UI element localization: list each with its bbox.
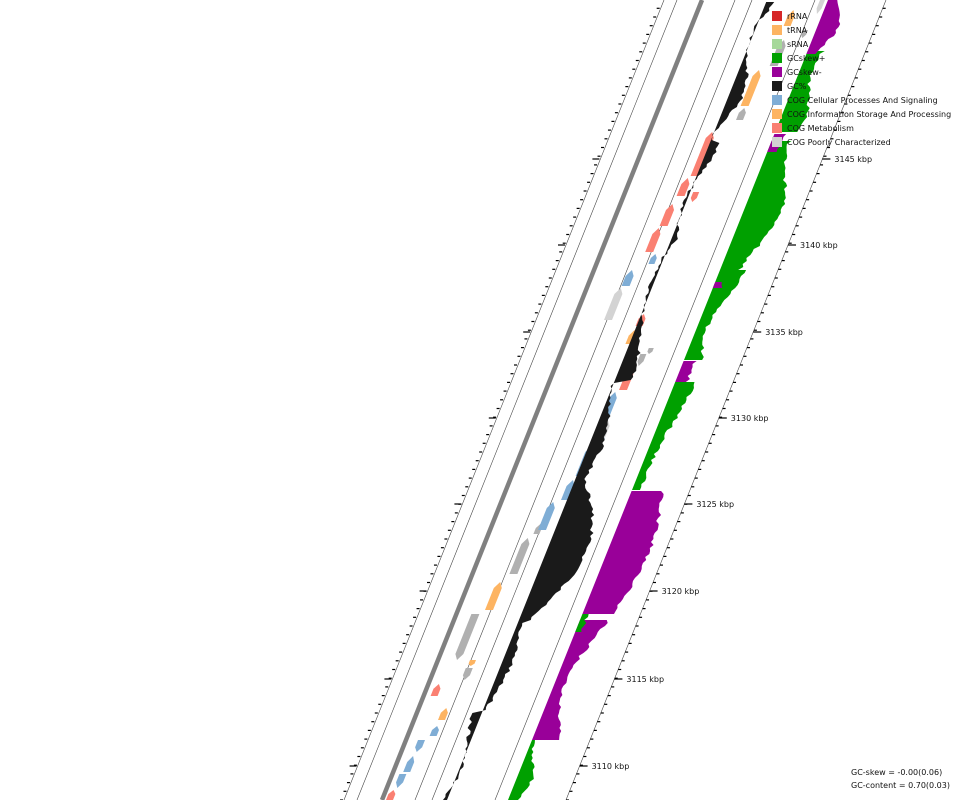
- gene-arrow: [386, 790, 396, 800]
- gc-content-stat: GC-content = 0.70(0.03): [851, 781, 950, 790]
- gene-arrow: [438, 708, 448, 720]
- gc-skew-track: [508, 0, 841, 800]
- legend-swatch: [772, 53, 782, 63]
- gene-arrow: [816, 0, 825, 14]
- legend-label: COG Cellular Processes And Signaling: [787, 95, 938, 105]
- legend-label: GC%: [787, 81, 807, 91]
- ring-guide-line: [356, 0, 678, 800]
- gene-arrow: [690, 192, 700, 202]
- legend-swatch: [772, 123, 782, 133]
- gc-skew-negative-area: [675, 361, 697, 382]
- gc-skew-negative-area: [532, 620, 608, 740]
- legend-item: GC%: [772, 79, 951, 93]
- legend: rRNA tRNA sRNA GCskew+ GCskew- GC% COG Cellula…: [772, 9, 951, 149]
- legend-item: COG Poorly Characterized: [772, 135, 951, 149]
- legend-label: tRNA: [787, 25, 808, 35]
- legend-label: rRNA: [787, 11, 808, 21]
- gc-skew-stat: GC-skew = -0.00(0.06): [851, 768, 943, 777]
- gene-arrow: [690, 132, 714, 176]
- legend-item: COG Information Storage And Processing: [772, 107, 951, 121]
- gene-arrow: [647, 348, 654, 354]
- gene-arrow: [430, 684, 441, 696]
- gene-arrow: [429, 726, 439, 736]
- legend-label: GCskew+: [787, 53, 826, 63]
- axis-tick-label: 3130 kbp: [731, 414, 769, 423]
- gc-skew-positive-area: [684, 270, 747, 360]
- gene-track: [386, 0, 825, 800]
- gc-skew-positive-area: [775, 51, 825, 132]
- axis-tick-label: 3145 kbp: [834, 155, 872, 164]
- axis-tick-label: 3125 kbp: [696, 500, 734, 509]
- stats-panel: GC-skew = -0.00(0.06) GC-content = 0.70(…: [851, 766, 950, 792]
- ring-guide-line: [343, 0, 665, 800]
- gene-arrow: [736, 108, 746, 120]
- gene-arrow: [604, 288, 623, 320]
- gene-arrow: [485, 582, 502, 610]
- legend-swatch: [772, 109, 782, 119]
- gene-arrow: [676, 178, 690, 196]
- gene-arrow: [538, 502, 555, 530]
- gene-arrow: [455, 614, 480, 660]
- gene-arrow: [740, 70, 761, 106]
- legend-label: COG Information Storage And Processing: [787, 109, 952, 119]
- legend-item: sRNA: [772, 37, 951, 51]
- legend-item: GCskew+: [772, 51, 951, 65]
- gene-arrow: [637, 354, 647, 366]
- legend-swatch: [772, 95, 782, 105]
- gene-arrow: [648, 254, 657, 264]
- legend-swatch: [772, 25, 782, 35]
- axis-tick-label: 3110 kbp: [592, 762, 630, 771]
- gc-skew-negative-area: [806, 0, 841, 54]
- axis-tick-label: 3115 kbp: [626, 675, 664, 684]
- gene-arrow: [621, 270, 634, 286]
- gc-skew-positive-area: [575, 614, 589, 632]
- legend-label: COG Poorly Characterized: [787, 137, 891, 147]
- legend-item: tRNA: [772, 23, 951, 37]
- axis-tick-label: 3140 kbp: [800, 241, 838, 250]
- ring-guide-line: [494, 0, 816, 800]
- ring-guide-line: [431, 0, 753, 800]
- backbone-line: [379, 0, 705, 800]
- gene-arrow: [396, 774, 407, 788]
- gc-skew-negative-area: [582, 491, 664, 614]
- gc-skew-positive-area: [720, 141, 792, 270]
- gene-arrow: [659, 204, 674, 226]
- legend-label: GCskew-: [787, 67, 822, 77]
- gene-arrow: [415, 740, 425, 752]
- gc-skew-negative-area: [712, 282, 723, 288]
- gc-skew-positive-area: [632, 382, 695, 490]
- gene-arrow: [561, 480, 575, 500]
- legend-label: COG Metabolism: [787, 123, 854, 133]
- gene-arrow: [645, 228, 661, 252]
- gene-arrow: [462, 668, 473, 680]
- legend-swatch: [772, 81, 782, 91]
- legend-item: GCskew-: [772, 65, 951, 79]
- legend-swatch: [772, 67, 782, 77]
- legend-item: COG Cellular Processes And Signaling: [772, 93, 951, 107]
- gene-arrow: [403, 756, 415, 772]
- legend-item: rRNA: [772, 9, 951, 23]
- legend-swatch: [772, 137, 782, 147]
- gene-arrow: [783, 10, 795, 26]
- legend-swatch: [772, 11, 782, 21]
- gene-arrow: [509, 538, 530, 574]
- gc-content-track: [442, 2, 775, 800]
- ring-guides: [343, 0, 887, 800]
- gene-arrow: [801, 30, 808, 38]
- legend-swatch: [772, 39, 782, 49]
- ring-guide-line: [565, 0, 887, 800]
- axis-tick-label: 3120 kbp: [662, 587, 700, 596]
- ring-guide-line: [414, 0, 736, 800]
- axis-tick-label: 3135 kbp: [765, 328, 803, 337]
- legend-label: sRNA: [787, 39, 809, 49]
- gc-skew-positive-area: [508, 740, 535, 800]
- legend-item: COG Metabolism: [772, 121, 951, 135]
- genome-backbone: [379, 0, 705, 800]
- gc-content-area: [442, 2, 775, 800]
- gene-arrow: [468, 660, 476, 666]
- tick-track: 3110 kbp 3115 kbp 3120 kbp 3125 kbp 3130 kbp…: [340, 7, 886, 800]
